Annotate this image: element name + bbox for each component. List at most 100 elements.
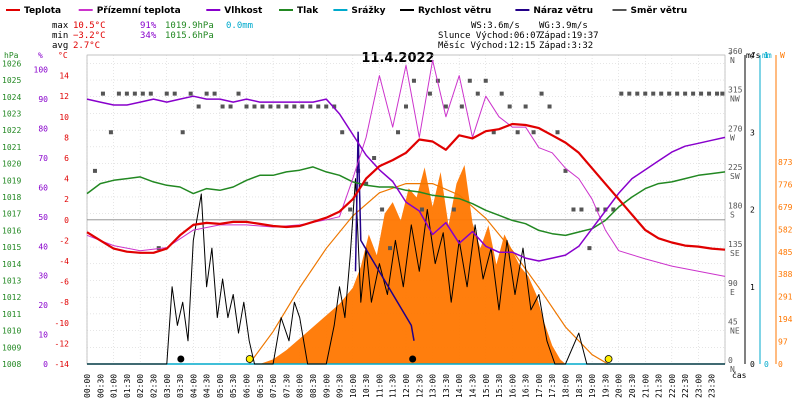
tick-time-33: 16:30 — [522, 374, 531, 398]
tick-w-0: 0 — [778, 360, 783, 369]
tick-time-46: 23:00 — [694, 374, 703, 398]
wind-dir-point-75 — [691, 91, 696, 96]
stat-avg-temp: 2.7°C — [73, 41, 100, 51]
wind-dir-point-12 — [188, 91, 193, 96]
theoretical-solar-curve — [248, 183, 609, 365]
tick-deg-6: 270 — [728, 124, 743, 133]
tick-degc-1: -12 — [55, 339, 70, 348]
tick-time-45: 22:30 — [681, 374, 690, 398]
wind-dir-point-6 — [140, 91, 145, 96]
wind-dir-point-35 — [372, 156, 377, 160]
wind-dir-point-32 — [348, 207, 353, 212]
tick-hpa-3: 1011 — [2, 310, 21, 319]
tick-time-26: 13:00 — [429, 374, 438, 398]
wind-dir-point-17 — [228, 104, 233, 109]
tick-hpa-11: 1019 — [2, 176, 21, 185]
unit-deg: ° — [728, 51, 733, 60]
tick-pct-0: 0 — [43, 360, 48, 369]
unit-mm: mm — [762, 51, 772, 60]
wind-dir-point-29 — [324, 104, 329, 109]
wind-dir-point-30 — [332, 104, 337, 109]
tick-compass-3: SE — [730, 249, 740, 258]
wind-dir-point-31 — [340, 130, 345, 135]
wind-dir-point-10 — [172, 91, 177, 96]
tick-w-5: 485 — [778, 248, 793, 257]
tick-degc-5: -4 — [59, 257, 69, 266]
moonrise-marker — [409, 355, 417, 363]
tick-time-28: 14:00 — [455, 374, 464, 398]
tick-time-2: 01:00 — [110, 374, 119, 398]
tick-time-20: 10:00 — [349, 374, 358, 398]
wind-dir-point-71 — [659, 91, 664, 96]
wind-dir-point-7 — [148, 91, 153, 96]
tick-time-34: 17:00 — [535, 374, 544, 398]
stat-max-hum: 91% — [140, 21, 157, 31]
stat-max-label: max — [52, 21, 69, 31]
tick-time-37: 18:30 — [575, 374, 584, 398]
tick-hpa-16: 1024 — [2, 93, 21, 102]
stat-min-temp: −3.2°C — [73, 31, 106, 41]
wind-dir-point-15 — [212, 91, 217, 96]
wind-dir-point-18 — [236, 91, 241, 96]
stat-min-label: min — [52, 31, 68, 41]
moon-rise: Měsíc Východ:12:15 — [438, 41, 536, 51]
legend-label-1: Přízemní teplota — [97, 6, 181, 16]
wind-dir-point-21 — [260, 104, 265, 109]
tick-pct-10: 100 — [34, 66, 49, 75]
tick-time-1: 00:30 — [96, 374, 105, 398]
wind-sun-info: WS:3.6m/s WG:3.9m/s Slunce Východ:06:07 … — [438, 21, 599, 51]
tick-time-35: 17:30 — [548, 374, 557, 398]
tick-hpa-13: 1021 — [2, 143, 21, 152]
tick-time-14: 07:00 — [269, 374, 278, 398]
tick-compass-2: E — [730, 288, 735, 297]
tick-time-7: 03:30 — [176, 374, 185, 398]
wind-dir-point-66 — [619, 91, 624, 96]
wind-ws: WS:3.6m/s — [471, 21, 520, 31]
tick-deg-1: 45 — [728, 317, 738, 326]
tick-time-9: 04:30 — [203, 374, 212, 398]
tick-time-19: 09:30 — [336, 374, 345, 398]
stat-rain: 0.0mm — [226, 21, 253, 31]
tick-time-8: 04:00 — [189, 374, 198, 398]
tick-time-22: 11:00 — [375, 374, 384, 398]
wind-dir-point-58 — [555, 130, 560, 135]
tick-w-4: 388 — [778, 270, 793, 279]
series-n-raz-v-tru — [354, 131, 415, 341]
unit-time: čas — [732, 370, 747, 380]
wind-dir-point-42 — [427, 91, 432, 96]
unit-pct: % — [38, 51, 43, 60]
tick-w-2: 194 — [778, 315, 793, 324]
unit-hpa: hPa — [4, 51, 19, 60]
tick-mm-1: 1 — [764, 51, 769, 60]
tick-pct-5: 50 — [38, 213, 48, 222]
tick-time-32: 16:00 — [508, 374, 517, 398]
tick-w-8: 776 — [778, 180, 793, 189]
wind-dir-point-2 — [108, 130, 113, 135]
wind-dir-point-19 — [244, 104, 249, 109]
wind-dir-point-39 — [404, 104, 408, 109]
wind-dir-point-24 — [284, 104, 289, 109]
wind-dir-point-79 — [720, 91, 725, 96]
wind-dir-point-76 — [699, 91, 704, 96]
tick-hpa-9: 1017 — [2, 210, 21, 219]
wind-dir-point-65 — [611, 207, 616, 212]
tick-pct-7: 70 — [38, 154, 48, 163]
series-p-zemn-teplota — [86, 59, 726, 277]
wind-dir-point-26 — [300, 104, 305, 109]
unit-w: W — [780, 51, 785, 60]
moon-set: Západ:3:32 — [539, 41, 593, 51]
tick-hpa-15: 1023 — [2, 109, 21, 118]
tick-pct-3: 30 — [38, 272, 48, 281]
legend-label-3: Tlak — [297, 6, 319, 16]
wind-dir-point-40 — [411, 78, 416, 83]
tick-hpa-4: 1012 — [2, 293, 21, 302]
wind-dir-point-48 — [475, 91, 480, 96]
wind-dir-point-59 — [563, 168, 568, 173]
tick-hpa-2: 1010 — [2, 327, 21, 336]
wind-dir-point-3 — [116, 91, 121, 96]
tick-compass-8: N — [730, 56, 735, 65]
tick-deg-2: 90 — [728, 279, 738, 288]
wind-dir-point-50 — [491, 130, 496, 135]
wind-dir-point-45 — [451, 207, 456, 212]
